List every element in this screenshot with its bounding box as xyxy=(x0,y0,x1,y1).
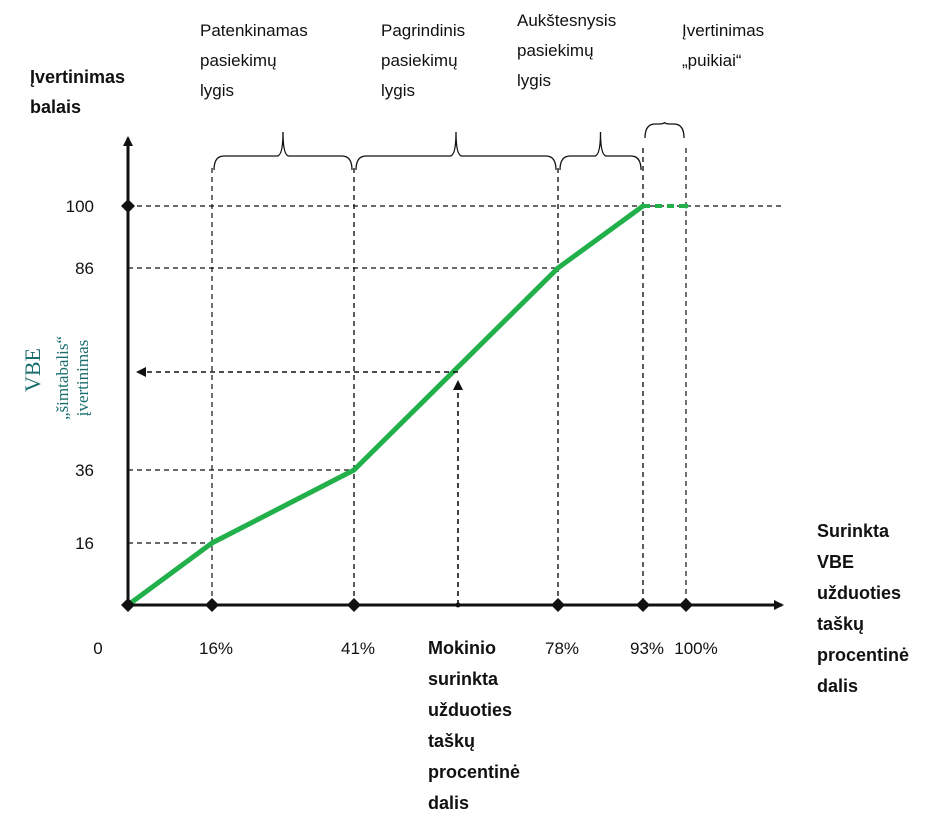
data-point-41 xyxy=(351,467,357,473)
y-axis-label-sub-0: „šimtabalis“ xyxy=(53,336,72,420)
data-point-100 xyxy=(683,203,689,209)
band-brace-3 xyxy=(644,121,685,139)
y-tick-label-100: 100 xyxy=(66,197,94,216)
band-label-0-0: Patenkinamas xyxy=(200,21,308,40)
band-label-0-1: pasiekimų xyxy=(200,51,277,70)
origin-marker xyxy=(121,598,135,612)
example-label-2: užduoties xyxy=(428,700,512,720)
data-line xyxy=(125,203,689,608)
band-brace-2 xyxy=(559,131,642,171)
band-label-2-0: Aukštesnysis xyxy=(517,11,616,30)
band-label-2-2: lygis xyxy=(517,71,551,90)
x-axis-label-2: užduoties xyxy=(817,583,901,603)
example-reading: Mokinio surinkta užduoties taškų procentinė d… xyxy=(136,367,520,813)
example-x-marker xyxy=(455,602,461,608)
band-label-1-0: Pagrindinis xyxy=(381,21,465,40)
example-label-4: procentinė xyxy=(428,762,520,782)
axis-markers xyxy=(121,199,693,612)
example-label-0: Mokinio xyxy=(428,638,496,658)
x-axis-label-0: Surinkta xyxy=(817,521,890,541)
y-tick-label-36: 36 xyxy=(75,461,94,480)
x-marker-16 xyxy=(205,598,219,612)
x-tick-label-100: 100% xyxy=(674,639,717,658)
band-brace-1 xyxy=(355,131,557,171)
band-label-3-1: „puikiai“ xyxy=(682,51,742,70)
level-bands: Patenkinamas pasiekimų lygis Pagrindinis pas… xyxy=(200,11,764,171)
x-marker-41 xyxy=(347,598,361,612)
example-label-5: dalis xyxy=(428,793,469,813)
x-tick-label-0: 0 xyxy=(93,639,102,658)
axis-labels: Įvertinimas balais VBE „šimtabalis“ įvertini… xyxy=(20,67,909,696)
x-axis-label-3: taškų xyxy=(817,614,864,634)
x-axis-label-5: dalis xyxy=(817,676,858,696)
guide-lines xyxy=(128,148,782,605)
x-axis-label-4: procentinė xyxy=(817,645,909,665)
x-tick-label-78: 78% xyxy=(545,639,579,658)
x-marker-100 xyxy=(679,598,693,612)
y-tick-label-16: 16 xyxy=(75,534,94,553)
data-point-93 xyxy=(640,203,646,209)
series-line xyxy=(125,203,646,608)
y-marker-100 xyxy=(121,199,135,213)
y-tick-label-86: 86 xyxy=(75,259,94,278)
x-marker-93 xyxy=(636,598,650,612)
band-label-0-2: lygis xyxy=(200,81,234,100)
x-tick-label-93: 93% xyxy=(630,639,664,658)
y-axis-title-0: Įvertinimas xyxy=(30,67,125,87)
x-tick-label-16: 16% xyxy=(199,639,233,658)
y-axis-label-sub-1: įvertinimas xyxy=(73,340,92,416)
data-point-16 xyxy=(209,540,215,546)
example-label-3: taškų xyxy=(428,731,475,751)
band-label-1-1: pasiekimų xyxy=(381,51,458,70)
band-label-2-1: pasiekimų xyxy=(517,41,594,60)
x-marker-78 xyxy=(551,598,565,612)
y-axis-title-1: balais xyxy=(30,97,81,117)
band-label-3-0: Įvertinimas xyxy=(682,21,764,40)
x-tick-label-41: 41% xyxy=(341,639,375,658)
band-label-1-2: lygis xyxy=(381,81,415,100)
example-label-1: surinkta xyxy=(428,669,499,689)
data-point-78 xyxy=(555,265,561,271)
band-brace-0 xyxy=(213,131,353,171)
axes xyxy=(123,136,784,610)
tick-labels: 0 16% 41% 78% 93% 100% 16 36 86 100 xyxy=(66,197,718,658)
x-axis-label-1: VBE xyxy=(817,552,854,572)
y-axis-label-main: VBE xyxy=(20,348,45,392)
